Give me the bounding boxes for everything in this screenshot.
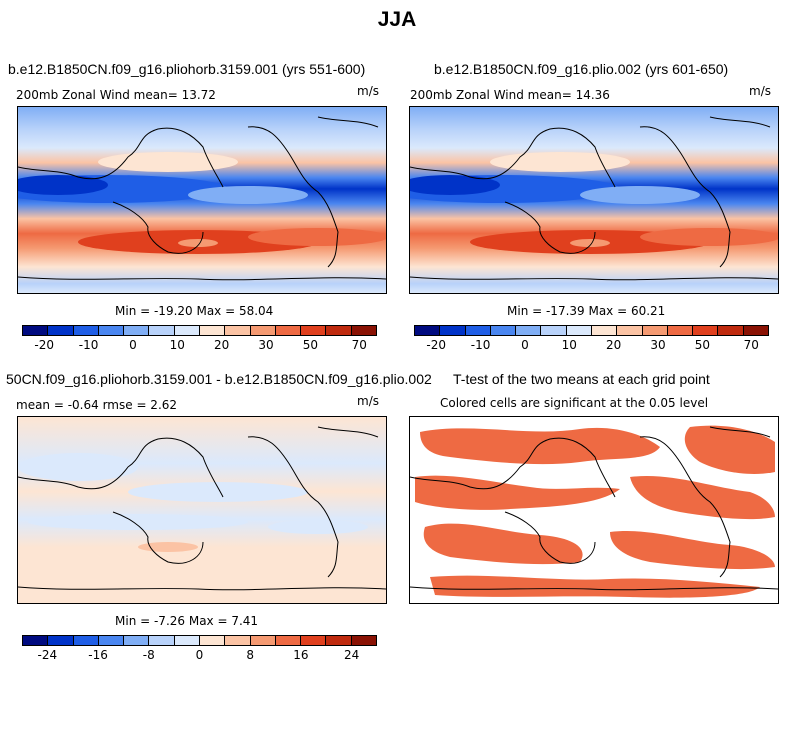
colorbar-tick-label: 0 (129, 338, 137, 352)
colorbar-box (351, 326, 376, 335)
colorbar-tick-label: 30 (258, 338, 274, 352)
colorbar-tick-label: 70 (351, 338, 367, 352)
colorbar-box (98, 636, 125, 645)
colorbar-box (667, 326, 694, 335)
colorbar-tick-label: 0 (521, 338, 529, 352)
colorbar-box (301, 636, 327, 645)
panel-c-label: mean = -0.64 rmse = 2.62 (16, 398, 178, 412)
colorbar-box (250, 636, 276, 645)
colorbar-box (490, 326, 517, 335)
colorbar-box (174, 636, 200, 645)
colorbar-box (693, 326, 719, 335)
colorbar-box (250, 326, 276, 335)
colorbar-tick-label: 70 (743, 338, 759, 352)
colorbar-box (351, 636, 376, 645)
panel-d-map (409, 416, 779, 604)
panel-b-label: 200mb Zonal Wind mean= 14.36 (410, 88, 610, 102)
panel-b-map (409, 106, 779, 294)
colorbar-tick-label: -20 (34, 338, 54, 352)
colorbar-box (124, 326, 150, 335)
colorbar-box (23, 326, 49, 335)
colorbar-box (124, 636, 150, 645)
colorbar-box (326, 636, 352, 645)
colorbar-tick-label: 10 (561, 338, 577, 352)
colorbar-abs-right: -20 -10 0 10 20 30 50 70 (414, 325, 769, 352)
colorbar-tick-label: 16 (293, 648, 309, 662)
colorbar-box (440, 326, 466, 335)
colorbar-box (275, 636, 302, 645)
panel-c-title: 50CN.f09_g16.pliohorb.3159.001 - b.e12.B… (6, 371, 432, 387)
colorbar-box (174, 326, 200, 335)
colorbar-box (98, 326, 125, 335)
colorbar-box (516, 326, 542, 335)
figure-title: JJA (377, 8, 417, 31)
panel-c-units: m/s (357, 394, 379, 408)
colorbar-box (541, 326, 567, 335)
colorbar-tick-label: 20 (606, 338, 622, 352)
colorbar-abs-left: -20 -10 0 10 20 30 50 70 (22, 325, 377, 352)
panel-a-map (17, 106, 387, 294)
colorbar-tick-label: -10 (470, 338, 491, 352)
colorbar-tick-label: 24 (344, 648, 360, 662)
colorbar-diff: -24 -16 -8 0 8 16 24 (22, 635, 377, 662)
colorbar-box (591, 326, 618, 335)
colorbar-box (642, 326, 668, 335)
colorbar-tick-label: 50 (302, 338, 319, 352)
colorbar-box (48, 326, 74, 335)
colorbar-box (149, 326, 175, 335)
colorbar-box (225, 636, 251, 645)
panel-c-minmax: Min = -7.26 Max = 7.41 (115, 614, 259, 628)
panel-d-title: T-test of the two means at each grid poi… (453, 371, 710, 387)
colorbar-box (326, 326, 352, 335)
colorbar-tick-label: -20 (426, 338, 446, 352)
colorbar-box (149, 636, 175, 645)
colorbar-tick-label: -16 (88, 648, 108, 662)
colorbar-box (301, 326, 327, 335)
colorbar-box (73, 326, 99, 335)
colorbar-tick-label: 30 (650, 338, 666, 352)
panel-d-subtitle: Colored cells are significant at the 0.0… (440, 396, 709, 410)
colorbar-box (48, 636, 74, 645)
colorbar-box (465, 326, 491, 335)
colorbar-box (718, 326, 744, 335)
colorbar-box (617, 326, 643, 335)
panel-a-title: b.e12.B1850CN.f09_g16.pliohorb.3159.001 … (8, 61, 366, 77)
colorbar-tick-label: 50 (694, 338, 711, 352)
panel-a-label: 200mb Zonal Wind mean= 13.72 (16, 88, 216, 102)
colorbar-tick-label: 0 (195, 648, 204, 662)
colorbar-box (199, 326, 226, 335)
colorbar-box (23, 636, 49, 645)
panel-b-title: b.e12.B1850CN.f09_g16.plio.002 (yrs 601-… (434, 61, 729, 77)
panel-b-minmax: Min = -17.39 Max = 60.21 (507, 304, 666, 318)
colorbar-tick-label: 20 (214, 338, 230, 352)
colorbar-box (743, 326, 768, 335)
colorbar-tick-label: -10 (78, 338, 99, 352)
colorbar-box (73, 636, 99, 645)
colorbar-box (275, 326, 302, 335)
colorbar-tick-label: -8 (142, 648, 155, 662)
panel-c-map (17, 416, 387, 604)
panel-b-units: m/s (749, 84, 771, 98)
colorbar-tick-label: 10 (169, 338, 185, 352)
panel-a-units: m/s (357, 84, 379, 98)
colorbar-tick-label: 8 (246, 648, 255, 662)
colorbar-box (415, 326, 441, 335)
colorbar-box (225, 326, 251, 335)
colorbar-box (199, 636, 226, 645)
colorbar-box (566, 326, 592, 335)
panel-a-minmax: Min = -19.20 Max = 58.04 (115, 304, 274, 318)
colorbar-tick-label: -24 (37, 648, 58, 662)
